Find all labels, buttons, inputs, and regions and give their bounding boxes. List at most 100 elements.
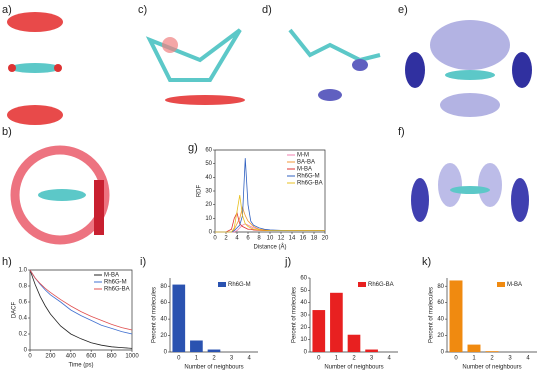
x-tick-label: 0 bbox=[213, 236, 217, 242]
x-tick-label: 3 bbox=[370, 356, 374, 362]
panel-label: j) bbox=[284, 256, 291, 268]
x-tick-label: 600 bbox=[86, 354, 97, 360]
y-tick-label: 60 bbox=[205, 148, 212, 154]
y-tick-label: 20 bbox=[300, 325, 307, 331]
panel-f-image bbox=[411, 163, 529, 222]
bar bbox=[312, 310, 326, 352]
y-tick-label: 80 bbox=[437, 284, 444, 290]
y-tick-label: 50 bbox=[205, 161, 212, 167]
y-tick-label: 60 bbox=[300, 276, 307, 282]
y-tick-label: 0 bbox=[304, 350, 308, 356]
bar bbox=[449, 280, 463, 352]
legend-swatch bbox=[218, 282, 226, 287]
x-tick-label: 1 bbox=[335, 356, 339, 362]
line bbox=[215, 195, 325, 233]
x-tick-label: 4 bbox=[235, 236, 239, 242]
y-tick-label: 80 bbox=[160, 284, 167, 290]
x-tick-label: 10 bbox=[267, 236, 274, 242]
bar bbox=[365, 349, 378, 352]
bar bbox=[467, 344, 481, 352]
x-tick-label: 1000 bbox=[125, 354, 139, 360]
y-tick-label: 0.4 bbox=[19, 316, 28, 322]
panel-label: k) bbox=[422, 256, 431, 268]
y-axis-label: RDF bbox=[197, 185, 203, 198]
bar bbox=[330, 292, 343, 352]
x-tick-label: 1 bbox=[195, 356, 199, 362]
y-tick-label: 30 bbox=[300, 313, 307, 319]
panel-b-image bbox=[10, 145, 110, 245]
x-axis-label: Number of neighbours bbox=[184, 365, 243, 371]
x-tick-label: 20 bbox=[322, 236, 329, 242]
x-tick-label: 3 bbox=[508, 356, 512, 362]
x-tick-label: 800 bbox=[107, 354, 118, 360]
panel-label: c) bbox=[138, 4, 147, 16]
legend-label: M-BA bbox=[507, 282, 522, 288]
panel-label: g) bbox=[188, 142, 198, 154]
y-tick-label: 0.8 bbox=[19, 284, 28, 290]
panel-label: d) bbox=[262, 4, 272, 16]
y-axis-label: Percent of molecules bbox=[292, 287, 298, 343]
legend-label: Rh6G-BA bbox=[297, 181, 323, 187]
legend-label: Rh6G-BA bbox=[368, 282, 394, 288]
y-tick-label: 0 bbox=[441, 350, 445, 356]
legend-label: M-M bbox=[297, 153, 309, 159]
y-tick-label: 1.0 bbox=[19, 268, 28, 274]
panel-a-image bbox=[7, 12, 63, 125]
bar bbox=[347, 334, 361, 352]
x-tick-label: 2 bbox=[490, 356, 494, 362]
y-axis-label: Percent of molecules bbox=[429, 287, 435, 343]
y-tick-label: 20 bbox=[160, 333, 167, 339]
y-tick-label: 0 bbox=[164, 350, 168, 356]
x-tick-label: 0 bbox=[177, 356, 181, 362]
y-tick-label: 20 bbox=[437, 333, 444, 339]
y-tick-label: 40 bbox=[160, 317, 167, 323]
x-tick-label: 18 bbox=[311, 236, 318, 242]
x-tick-label: 2 bbox=[212, 356, 216, 362]
legend-label: BA-BA bbox=[297, 160, 315, 166]
y-tick-label: 0 bbox=[209, 230, 213, 236]
panel-d-image bbox=[288, 28, 381, 101]
x-tick-label: 2 bbox=[352, 356, 356, 362]
panel-label: f) bbox=[398, 126, 405, 138]
y-tick-label: 10 bbox=[300, 337, 307, 343]
x-tick-label: 14 bbox=[289, 236, 296, 242]
bar bbox=[485, 351, 499, 352]
x-tick-label: 4 bbox=[526, 356, 530, 362]
x-tick-label: 8 bbox=[257, 236, 261, 242]
y-tick-label: 40 bbox=[205, 175, 212, 181]
x-tick-label: 0 bbox=[317, 356, 321, 362]
x-tick-label: 2 bbox=[224, 236, 228, 242]
x-tick-label: 16 bbox=[300, 236, 307, 242]
y-tick-label: 0.6 bbox=[19, 300, 28, 306]
line bbox=[29, 269, 133, 349]
y-tick-label: 10 bbox=[205, 216, 212, 222]
x-tick-label: 0 bbox=[454, 356, 458, 362]
x-tick-label: 4 bbox=[248, 356, 252, 362]
x-tick-label: 12 bbox=[278, 236, 285, 242]
x-tick-label: 3 bbox=[230, 356, 234, 362]
legend-swatch bbox=[358, 282, 366, 287]
y-tick-label: 60 bbox=[160, 300, 167, 306]
panel-label: e) bbox=[398, 4, 408, 16]
x-axis-label: Time (ps) bbox=[68, 363, 93, 369]
panel-c-image bbox=[145, 28, 245, 105]
x-axis-label: Distance (Å) bbox=[253, 244, 286, 251]
y-tick-label: 50 bbox=[300, 288, 307, 294]
y-tick-label: 0 bbox=[24, 348, 28, 354]
legend-label: M-BA bbox=[104, 273, 119, 279]
legend-label: Rh6G-BA bbox=[104, 287, 130, 293]
panel-label: i) bbox=[140, 256, 146, 268]
x-tick-label: 200 bbox=[45, 354, 56, 360]
x-tick-label: 4 bbox=[388, 356, 392, 362]
line bbox=[29, 269, 133, 335]
legend-label: M-BA bbox=[297, 167, 312, 173]
legend-label: Rh6G-M bbox=[297, 174, 320, 180]
y-tick-label: 20 bbox=[205, 202, 212, 208]
x-axis-label: Number of neighbours bbox=[324, 365, 383, 371]
y-axis-label: DACF bbox=[12, 302, 18, 319]
x-tick-label: 1 bbox=[472, 356, 476, 362]
x-tick-label: 0 bbox=[28, 354, 32, 360]
y-tick-label: 40 bbox=[437, 317, 444, 323]
panel-e-image bbox=[405, 20, 532, 117]
panel-label: b) bbox=[2, 126, 12, 138]
